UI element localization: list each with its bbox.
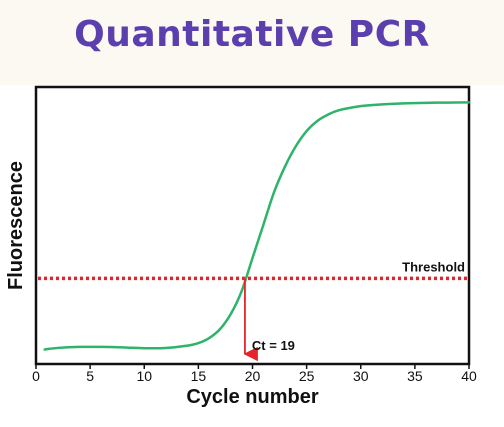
x-tick-label: 25 [299,368,315,384]
ct-label: Ct = 19 [252,338,295,353]
amplification-curve [43,101,471,351]
x-tick-label: 35 [407,368,423,384]
title-band [0,0,504,85]
y-axis-title: Fluorescence [5,161,27,290]
x-tick-label: 30 [353,368,369,384]
x-tick-label: 0 [32,368,40,384]
x-tick-label: 20 [245,368,261,384]
x-axis-title: Cycle number [186,386,318,408]
x-tick-label: 15 [191,368,207,384]
x-tick-label: 10 [136,368,152,384]
threshold-label: Threshold [402,259,465,274]
x-tick-label: 40 [461,368,477,384]
page-title: Quantitative PCR [74,14,430,55]
plot-frame [34,85,471,366]
x-tick-label: 5 [86,368,94,384]
